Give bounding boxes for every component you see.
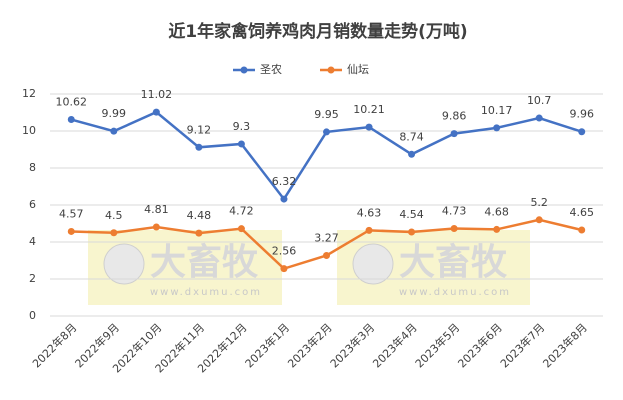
data-label: 10.62 [56,96,88,109]
data-point [152,108,160,116]
data-point [323,252,330,260]
data-point [493,225,501,233]
data-label: 11.02 [141,88,173,101]
watermark-icon [103,243,145,285]
legend-marker [327,66,335,74]
data-label: 9.12 [187,123,212,136]
y-tick-label: 4 [29,235,36,248]
data-point [195,229,203,237]
y-tick-label: 12 [22,87,36,100]
y-tick-label: 8 [29,161,36,174]
data-point [493,124,501,132]
y-tick-label: 2 [29,272,36,285]
data-point [67,116,75,124]
data-point [450,130,458,138]
watermark-url: www.dxumu.com [399,287,511,298]
data-label: 10.21 [353,103,385,116]
data-label: 10.17 [481,104,513,117]
data-label: 2.56 [272,245,297,258]
data-point [323,128,330,136]
data-label: 9.96 [569,108,594,121]
data-label: 4.68 [484,205,509,218]
legend-label: 仙坛 [347,63,369,76]
data-label: 4.54 [399,208,424,221]
data-point [535,114,543,122]
data-point [408,150,416,158]
data-point [280,195,288,203]
watermark-url: www.dxumu.com [150,287,262,298]
data-label: 4.72 [229,205,254,218]
watermark-brand: 大畜牧 [150,242,259,283]
data-label: 4.57 [59,207,84,220]
data-point [195,143,203,151]
data-label: 4.63 [357,206,382,219]
data-point [365,226,373,234]
data-point [578,128,586,136]
data-label: 4.73 [442,204,467,217]
legend-marker [240,66,248,74]
data-point [280,265,288,273]
watermark-brand: 大畜牧 [399,242,508,283]
data-point [152,223,160,231]
y-tick-label: 10 [22,124,36,137]
data-point [535,216,543,224]
data-label: 9.86 [442,110,467,123]
data-label: 9.95 [314,108,339,121]
data-label: 8.74 [399,130,424,143]
data-label: 10.7 [527,94,552,107]
data-label: 9.99 [102,107,127,120]
legend-label: 圣农 [260,62,282,76]
data-point [365,123,373,131]
data-label: 5.2 [530,196,548,209]
data-label: 4.5 [105,209,123,222]
data-point [67,227,75,235]
y-tick-label: 0 [29,309,36,322]
data-label: 4.48 [187,209,212,222]
data-point [237,140,245,148]
data-label: 3.27 [314,232,339,245]
data-point [578,226,586,234]
y-tick-label: 6 [29,198,36,211]
watermark-icon [352,243,394,285]
data-point [110,229,118,237]
data-point [110,127,118,135]
data-label: 6.32 [272,175,297,188]
data-label: 4.65 [569,206,594,219]
data-point [408,228,416,236]
data-label: 9.3 [233,120,251,133]
chart-title: 近1年家禽饲养鸡肉月销数量走势(万吨) [168,21,467,42]
data-point [237,225,245,233]
data-label: 4.81 [144,203,169,216]
data-point [450,224,458,232]
